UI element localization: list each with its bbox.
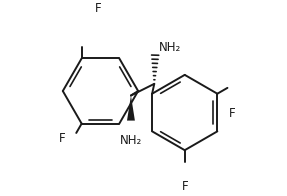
Text: F: F bbox=[182, 180, 189, 193]
Text: F: F bbox=[95, 2, 102, 15]
Text: F: F bbox=[229, 107, 235, 120]
Text: NH₂: NH₂ bbox=[159, 41, 181, 54]
Text: F: F bbox=[59, 132, 66, 145]
Text: NH₂: NH₂ bbox=[120, 134, 142, 147]
Polygon shape bbox=[127, 95, 135, 121]
